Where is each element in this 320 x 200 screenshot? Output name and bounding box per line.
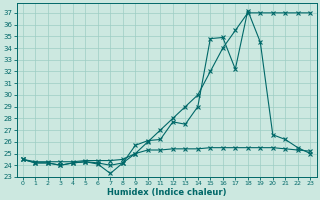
- X-axis label: Humidex (Indice chaleur): Humidex (Indice chaleur): [107, 188, 226, 197]
